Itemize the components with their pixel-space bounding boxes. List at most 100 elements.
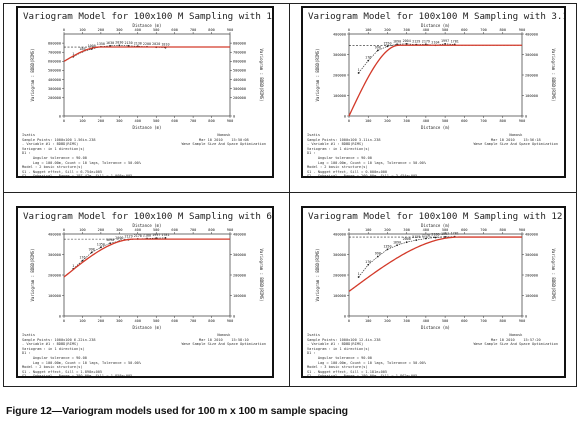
variogram-model-curve [348, 236, 522, 292]
y-tick-label: 100000 [333, 294, 346, 298]
chart-title: Variogram Model for 100x100 M Sampling w… [308, 211, 564, 222]
x-tick-label-top: 300 [116, 28, 123, 32]
y-tick-label-right: 300000 [525, 253, 538, 257]
experimental-pair-count: 2130 [134, 41, 142, 45]
y-tick-label: 200000 [48, 273, 61, 277]
y-tick-label: 0 [59, 114, 61, 118]
experimental-pair-count: 1 [358, 272, 360, 276]
x-tick-label-top: 800 [208, 228, 215, 232]
y-axis-label: Variogram : BDBD(RIMS) [315, 49, 320, 102]
experimental-pair-count: 2170 [134, 234, 142, 238]
experimental-point [164, 236, 167, 239]
y-tick-label-right: 100000 [525, 94, 538, 98]
experimental-pair-count: 1997 [441, 232, 449, 236]
x-tick-label: 700 [190, 319, 197, 323]
x-tick-label-top: 400 [423, 28, 430, 32]
x-tick-label: 800 [208, 119, 215, 123]
experimental-pair-count: 2020 [152, 42, 160, 46]
y-tick-label: 500000 [48, 69, 61, 73]
x-tick-label: 600 [461, 119, 468, 123]
experimental-pair-count: 1781 [451, 39, 459, 43]
x-tick-label-top: 500 [442, 28, 449, 32]
experimental-point [405, 241, 408, 244]
x-tick-label: 100 [79, 319, 86, 323]
variogram-panel-4: Variogram Model for 100x100 M Sampling w… [301, 206, 566, 378]
experimental-point [434, 236, 437, 239]
experimental-pair-count: 1781 [161, 233, 169, 237]
x-tick-label-top: 900 [519, 228, 526, 232]
x-tick-label-top: 500 [153, 28, 160, 32]
x-tick-label-top: 500 [442, 228, 449, 232]
grid-divider-horizontal [3, 192, 577, 193]
y-tick-label-right: 800000 [233, 41, 246, 45]
y-tick-label-right: 400000 [233, 232, 246, 236]
y-tick-label-right: 400000 [525, 232, 538, 236]
variogram-chart-svg: Variogram Model for 100x100 M Sampling w… [308, 11, 564, 130]
x-tick-label-top: 800 [208, 28, 215, 32]
x-tick-label-top: 0 [63, 28, 65, 32]
experimental-pair-count: 998 [89, 247, 95, 251]
x-tick-label-top: 800 [500, 28, 507, 32]
experimental-pair-count: 1 [72, 52, 74, 56]
x-tick-label-top: 400 [423, 228, 430, 232]
experimental-pair-count: 176 [365, 260, 371, 264]
x-tick-label: 100 [365, 119, 372, 123]
experimental-pair-count: 2180 [431, 232, 439, 236]
y-tick-label: 300000 [48, 253, 61, 257]
experimental-pair-count: 2104 [431, 40, 439, 44]
experimental-pair-count: 1 [358, 68, 360, 72]
variogram-model-curve [348, 44, 522, 117]
y-tick-label: 700000 [48, 51, 61, 55]
variogram-panel-1: Variogram Model for 100x100 M Sampling w… [16, 6, 274, 178]
y-tick-label: 200000 [333, 73, 346, 77]
experimental-pair-count: 2130 [124, 41, 132, 45]
x-tick-label: 900 [519, 319, 526, 323]
y-tick-label-right: 100000 [525, 294, 538, 298]
x-tick-label: 300 [403, 119, 410, 123]
y-axis-label-right: Variogram : BDBD(RIMS) [551, 249, 556, 302]
x-tick-label-top: 100 [79, 28, 86, 32]
x-tick-label: 200 [384, 119, 391, 123]
x-tick-label: 300 [116, 119, 123, 123]
report-header-text: Nomask Mar 10 2010 15:50:08 Wese Sample … [181, 133, 266, 147]
y-axis-label-right: Variogram : BDBD(RIMS) [259, 249, 264, 302]
x-tick-label: 500 [153, 119, 160, 123]
x-axis-label-top: Distance (m) [421, 223, 450, 228]
y-tick-label-right: 200000 [233, 96, 246, 100]
x-tick-label: 100 [79, 119, 86, 123]
experimental-pair-count: 1781 [451, 232, 459, 236]
figure-grid [3, 3, 577, 387]
y-tick-label: 600000 [48, 60, 61, 64]
x-tick-label-top: 200 [98, 228, 105, 232]
experimental-pair-count: 2129 [412, 40, 420, 44]
y-tick-label: 200000 [48, 96, 61, 100]
x-tick-label-top: 0 [348, 228, 350, 232]
x-tick-label: 900 [227, 319, 234, 323]
y-tick-label: 0 [344, 114, 346, 118]
x-tick-label-top: 700 [480, 28, 487, 32]
experimental-pair-count: 2000 [115, 236, 123, 240]
x-tick-label: 600 [171, 319, 178, 323]
variogram-model-curve [63, 238, 230, 278]
experimental-point [415, 239, 418, 242]
experimental-point [357, 72, 360, 74]
x-tick-label-top: 300 [116, 228, 123, 232]
x-tick-label: 400 [135, 119, 142, 123]
x-tick-label-top: 300 [403, 228, 410, 232]
x-tick-label: 100 [365, 319, 372, 323]
x-axis-label: Distance (m) [421, 325, 450, 330]
x-tick-label: 0 [63, 319, 65, 323]
experimental-pair-count: 998 [375, 45, 381, 49]
x-tick-label-top: 700 [190, 28, 197, 32]
chart-title: Variogram Model for 100x100 M Sampling w… [23, 211, 272, 222]
y-tick-label-right: 100000 [233, 294, 246, 298]
y-axis-label-right: Variogram : BDBD(RIMS) [259, 49, 264, 102]
experimental-point [367, 59, 370, 62]
y-tick-label: 300000 [48, 87, 61, 91]
experimental-point [424, 237, 427, 240]
chart-title: Variogram Model for 100x100 M Sampling w… [308, 11, 564, 22]
variogram-model-curve [63, 46, 230, 62]
x-tick-label-top: 600 [461, 28, 468, 32]
y-tick-label: 300000 [333, 53, 346, 57]
y-tick-label: 0 [344, 314, 346, 318]
